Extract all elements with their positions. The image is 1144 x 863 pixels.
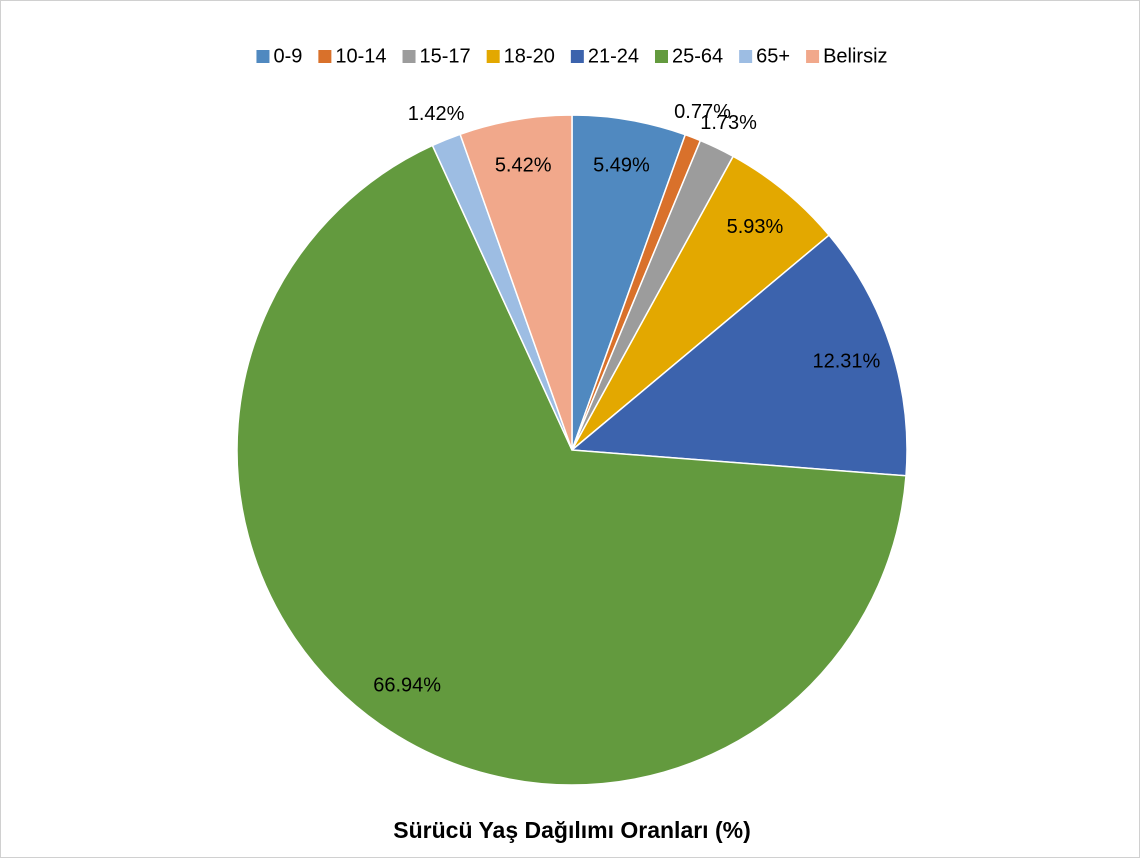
legend-label: 65+: [756, 45, 790, 67]
legend-label: Belirsiz: [823, 45, 887, 67]
legend-label: 15-17: [420, 45, 471, 67]
legend-label: 0-9: [273, 45, 302, 67]
data-label: 5.49%: [593, 154, 650, 176]
legend-swatch: [570, 50, 584, 63]
pie-slice: [236, 144, 907, 786]
data-label: 5.93%: [727, 216, 784, 238]
data-label: 0.77%: [674, 101, 731, 123]
legend-swatch: [256, 50, 270, 63]
pie-slice: [571, 155, 831, 451]
pie-slice: [570, 234, 908, 477]
data-label: 1.73%: [700, 112, 757, 134]
legend-swatch: [318, 50, 332, 63]
chart-title: Sürücü Yaş Dağılımı Oranları (%): [393, 817, 750, 843]
legend-swatch: [654, 50, 668, 63]
data-label: 5.42%: [495, 154, 552, 176]
legend-swatch: [486, 50, 500, 63]
data-label: 1.42%: [408, 103, 465, 125]
data-label: 12.31%: [812, 351, 880, 373]
legend-label: 10-14: [335, 45, 386, 67]
legend-swatch: [739, 50, 753, 63]
legend-swatch: [402, 50, 416, 63]
legend-label: 25-64: [672, 45, 723, 67]
legend-label: 21-24: [588, 45, 639, 67]
legend-swatch: [806, 50, 820, 63]
pie-slice: [459, 114, 573, 451]
legend-label: 18-20: [504, 45, 555, 67]
data-label: 66.94%: [373, 675, 441, 697]
